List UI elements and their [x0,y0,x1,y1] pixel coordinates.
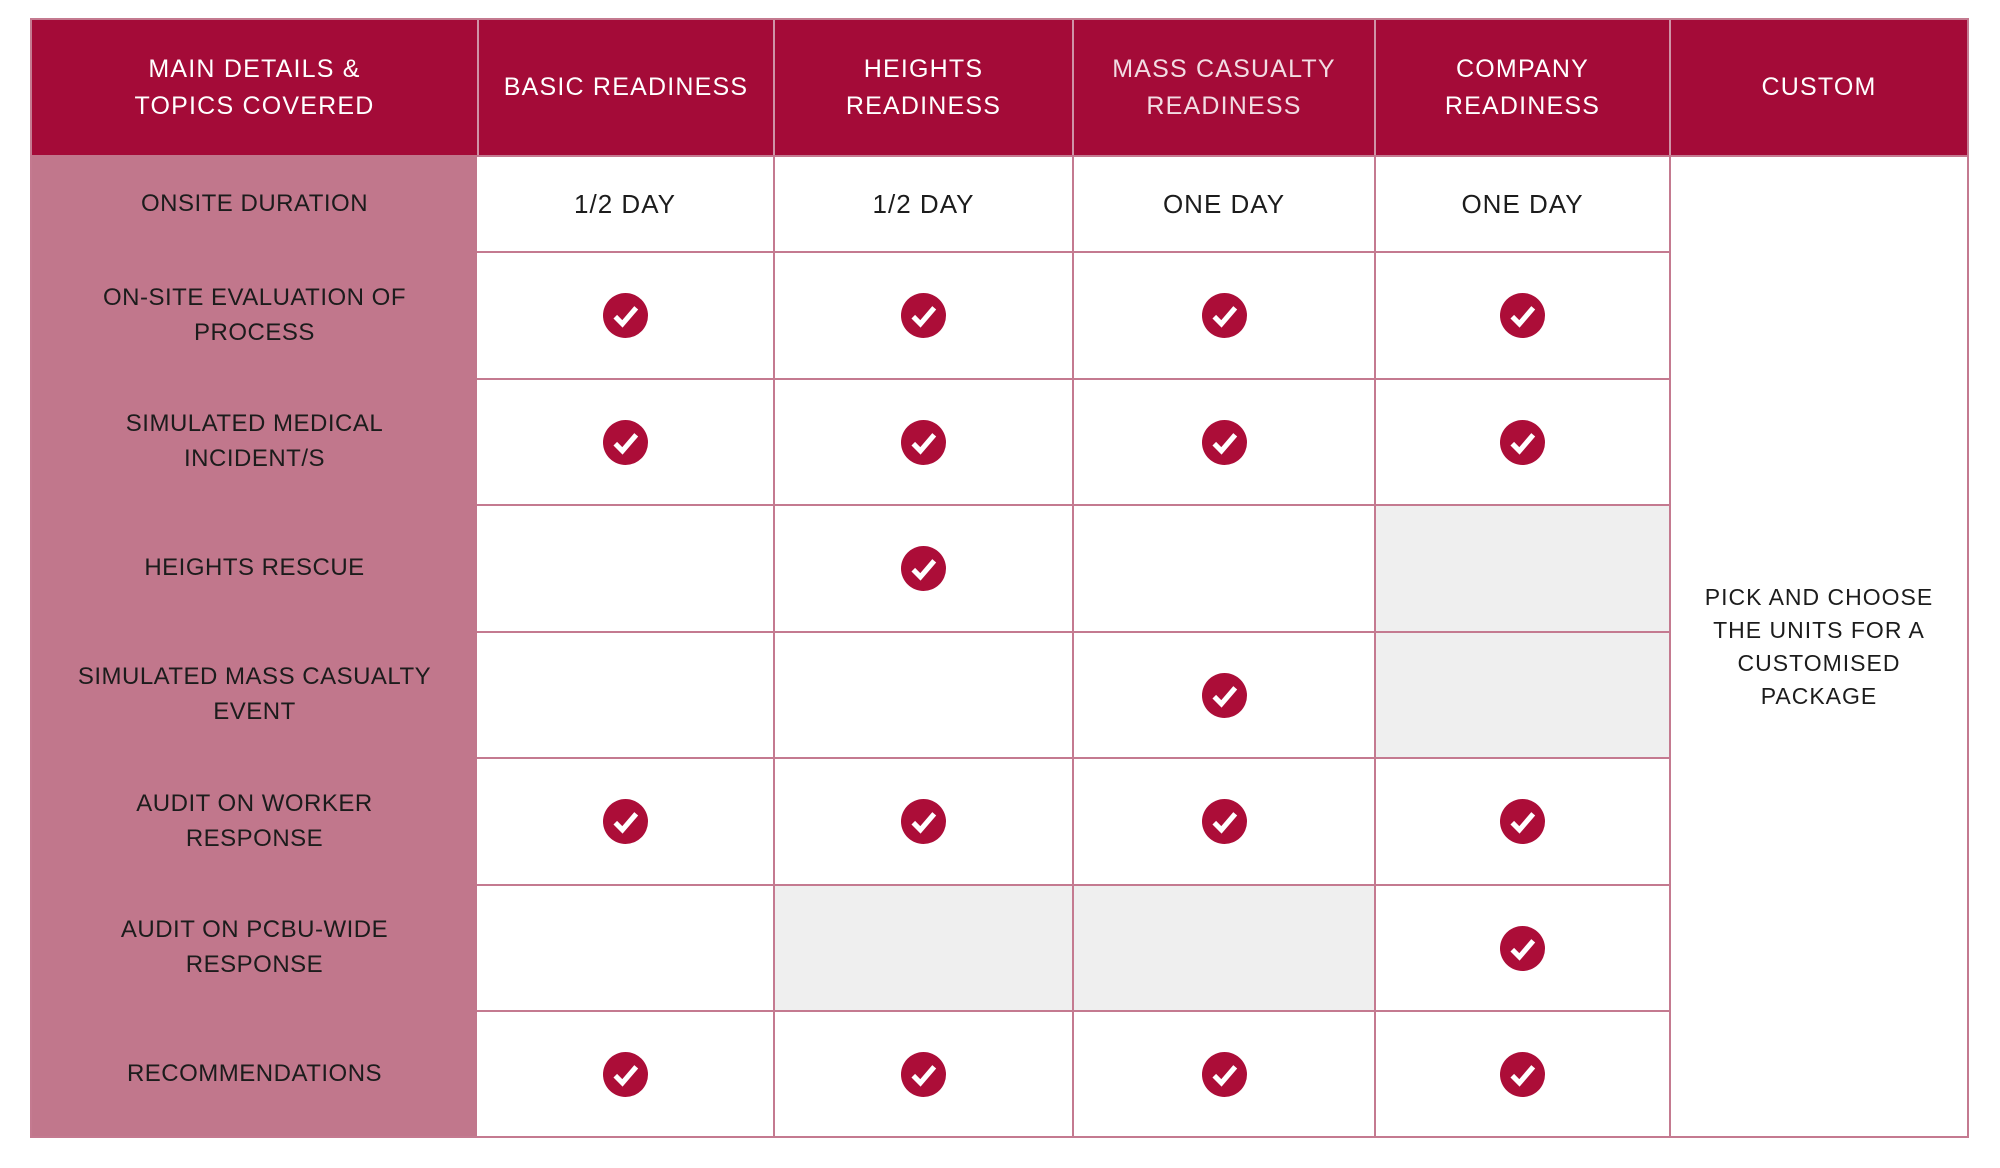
cell-basic-readiness-audit-on-pcbu-wide-response [477,884,773,1010]
cell-basic-readiness-recommendations [477,1010,773,1136]
cell-mass-casualty-readiness-recommendations [1072,1010,1374,1136]
header-custom: CUSTOM [1669,20,1967,155]
cell-company-readiness-onsite-duration: ONE DAY [1374,155,1669,251]
row-label-text: AUDIT ON PCBU-WIDE RESPONSE [120,916,389,978]
check-icon [901,799,946,844]
check-icon [1201,799,1247,844]
header-label: BASIC READINESS [503,73,749,101]
cell-company-readiness-heights-rescue [1374,504,1669,631]
header-basic-readiness: BASIC READINESS [477,20,773,155]
check-icon [1500,293,1545,338]
check-icon [901,1051,946,1097]
check-icon [1500,419,1545,465]
row-label-text: HEIGHTS RESCUE [144,554,365,581]
row-label-text: RECOMMENDATIONS [126,1059,383,1087]
cell-heights-readiness-on-site-evaluation-of-process [773,251,1072,378]
check-icon [1201,672,1247,718]
cell-value: 1/2 DAY [872,188,975,219]
cell-value: 1/2 DAY [574,188,676,219]
cell-value: ONE DAY [1461,188,1584,219]
cell-basic-readiness-heights-rescue [477,504,773,631]
check-icon [901,419,946,465]
cell-mass-casualty-readiness-onsite-duration: ONE DAY [1072,155,1374,251]
row-label-text: AUDIT ON WORKER RESPONSE [136,789,373,852]
check-icon [901,546,946,591]
check-icon [1201,1051,1247,1097]
cell-company-readiness-audit-on-pcbu-wide-response [1374,884,1669,1010]
cell-company-readiness-simulated-medical-incident-s [1374,378,1669,504]
cell-heights-readiness-simulated-medical-incident-s [773,378,1072,504]
custom-package-note: PICK AND CHOOSE THE UNITS FOR A CUSTOMIS… [1704,583,1934,709]
row-label-recommendations: RECOMMENDATIONS [32,1010,477,1136]
cell-company-readiness-simulated-mass-casualty-event [1374,631,1669,757]
cell-heights-readiness-audit-on-worker-response [773,757,1072,884]
cell-mass-casualty-readiness-heights-rescue [1072,504,1374,631]
cell-mass-casualty-readiness-simulated-mass-casualty-event [1072,631,1374,757]
row-label-text: ON-SITE EVALUATION OF PROCESS [103,283,406,346]
row-label-heights-rescue: HEIGHTS RESCUE [32,504,477,631]
row-label-text: ONSITE DURATION [140,189,369,217]
check-icon [602,799,648,844]
check-icon [1500,799,1545,844]
check-icon [1500,1051,1545,1097]
check-icon [602,293,648,338]
header-main-details-topics-covered: MAIN DETAILS & TOPICS COVERED [32,20,477,155]
readiness-packages-comparison-table: MAIN DETAILS & TOPICS COVERED BASIC READ… [30,18,1969,1138]
header-label: MAIN DETAILS & TOPICS COVERED [134,54,375,120]
cell-mass-casualty-readiness-on-site-evaluation-of-process [1072,251,1374,378]
cell-company-readiness-audit-on-worker-response [1374,757,1669,884]
cell-basic-readiness-simulated-mass-casualty-event [477,631,773,757]
row-label-audit-on-pcbu-wide-response: AUDIT ON PCBU-WIDE RESPONSE [32,884,477,1010]
check-icon [1500,925,1545,971]
cell-mass-casualty-readiness-audit-on-pcbu-wide-response [1072,884,1374,1010]
check-icon [1201,293,1247,338]
cell-heights-readiness-heights-rescue [773,504,1072,631]
cell-custom-merged: PICK AND CHOOSE THE UNITS FOR A CUSTOMIS… [1669,155,1967,1136]
header-label: MASS CASUALTY READINESS [1112,54,1336,120]
cell-heights-readiness-simulated-mass-casualty-event [773,631,1072,757]
check-icon [1201,419,1247,465]
header-mass-casualty-readiness: MASS CASUALTY READINESS [1072,20,1374,155]
cell-basic-readiness-on-site-evaluation-of-process [477,251,773,378]
cell-basic-readiness-simulated-medical-incident-s [477,378,773,504]
row-label-audit-on-worker-response: AUDIT ON WORKER RESPONSE [32,757,477,884]
row-label-simulated-mass-casualty-event: SIMULATED MASS CASUALTY EVENT [32,631,477,757]
header-company-readiness: COMPANY READINESS [1374,20,1669,155]
cell-heights-readiness-onsite-duration: 1/2 DAY [773,155,1072,251]
cell-basic-readiness-audit-on-worker-response [477,757,773,884]
header-label: HEIGHTS READINESS [845,54,1002,120]
header-label: COMPANY READINESS [1444,54,1601,120]
row-label-text: SIMULATED MEDICAL INCIDENT/S [125,410,384,472]
cell-company-readiness-on-site-evaluation-of-process [1374,251,1669,378]
row-label-onsite-duration: ONSITE DURATION [32,155,477,251]
cell-basic-readiness-onsite-duration: 1/2 DAY [477,155,773,251]
cell-company-readiness-recommendations [1374,1010,1669,1136]
header-label: CUSTOM [1761,73,1877,101]
row-label-text: SIMULATED MASS CASUALTY EVENT [77,663,432,725]
cell-mass-casualty-readiness-audit-on-worker-response [1072,757,1374,884]
row-label-simulated-medical-incident-s: SIMULATED MEDICAL INCIDENT/S [32,378,477,504]
check-icon [901,293,946,338]
cell-heights-readiness-recommendations [773,1010,1072,1136]
check-icon [602,1051,648,1097]
cell-mass-casualty-readiness-simulated-medical-incident-s [1072,378,1374,504]
row-label-on-site-evaluation-of-process: ON-SITE EVALUATION OF PROCESS [32,251,477,378]
header-heights-readiness: HEIGHTS READINESS [773,20,1072,155]
check-icon [602,419,648,465]
cell-heights-readiness-audit-on-pcbu-wide-response [773,884,1072,1010]
cell-value: ONE DAY [1162,188,1286,219]
